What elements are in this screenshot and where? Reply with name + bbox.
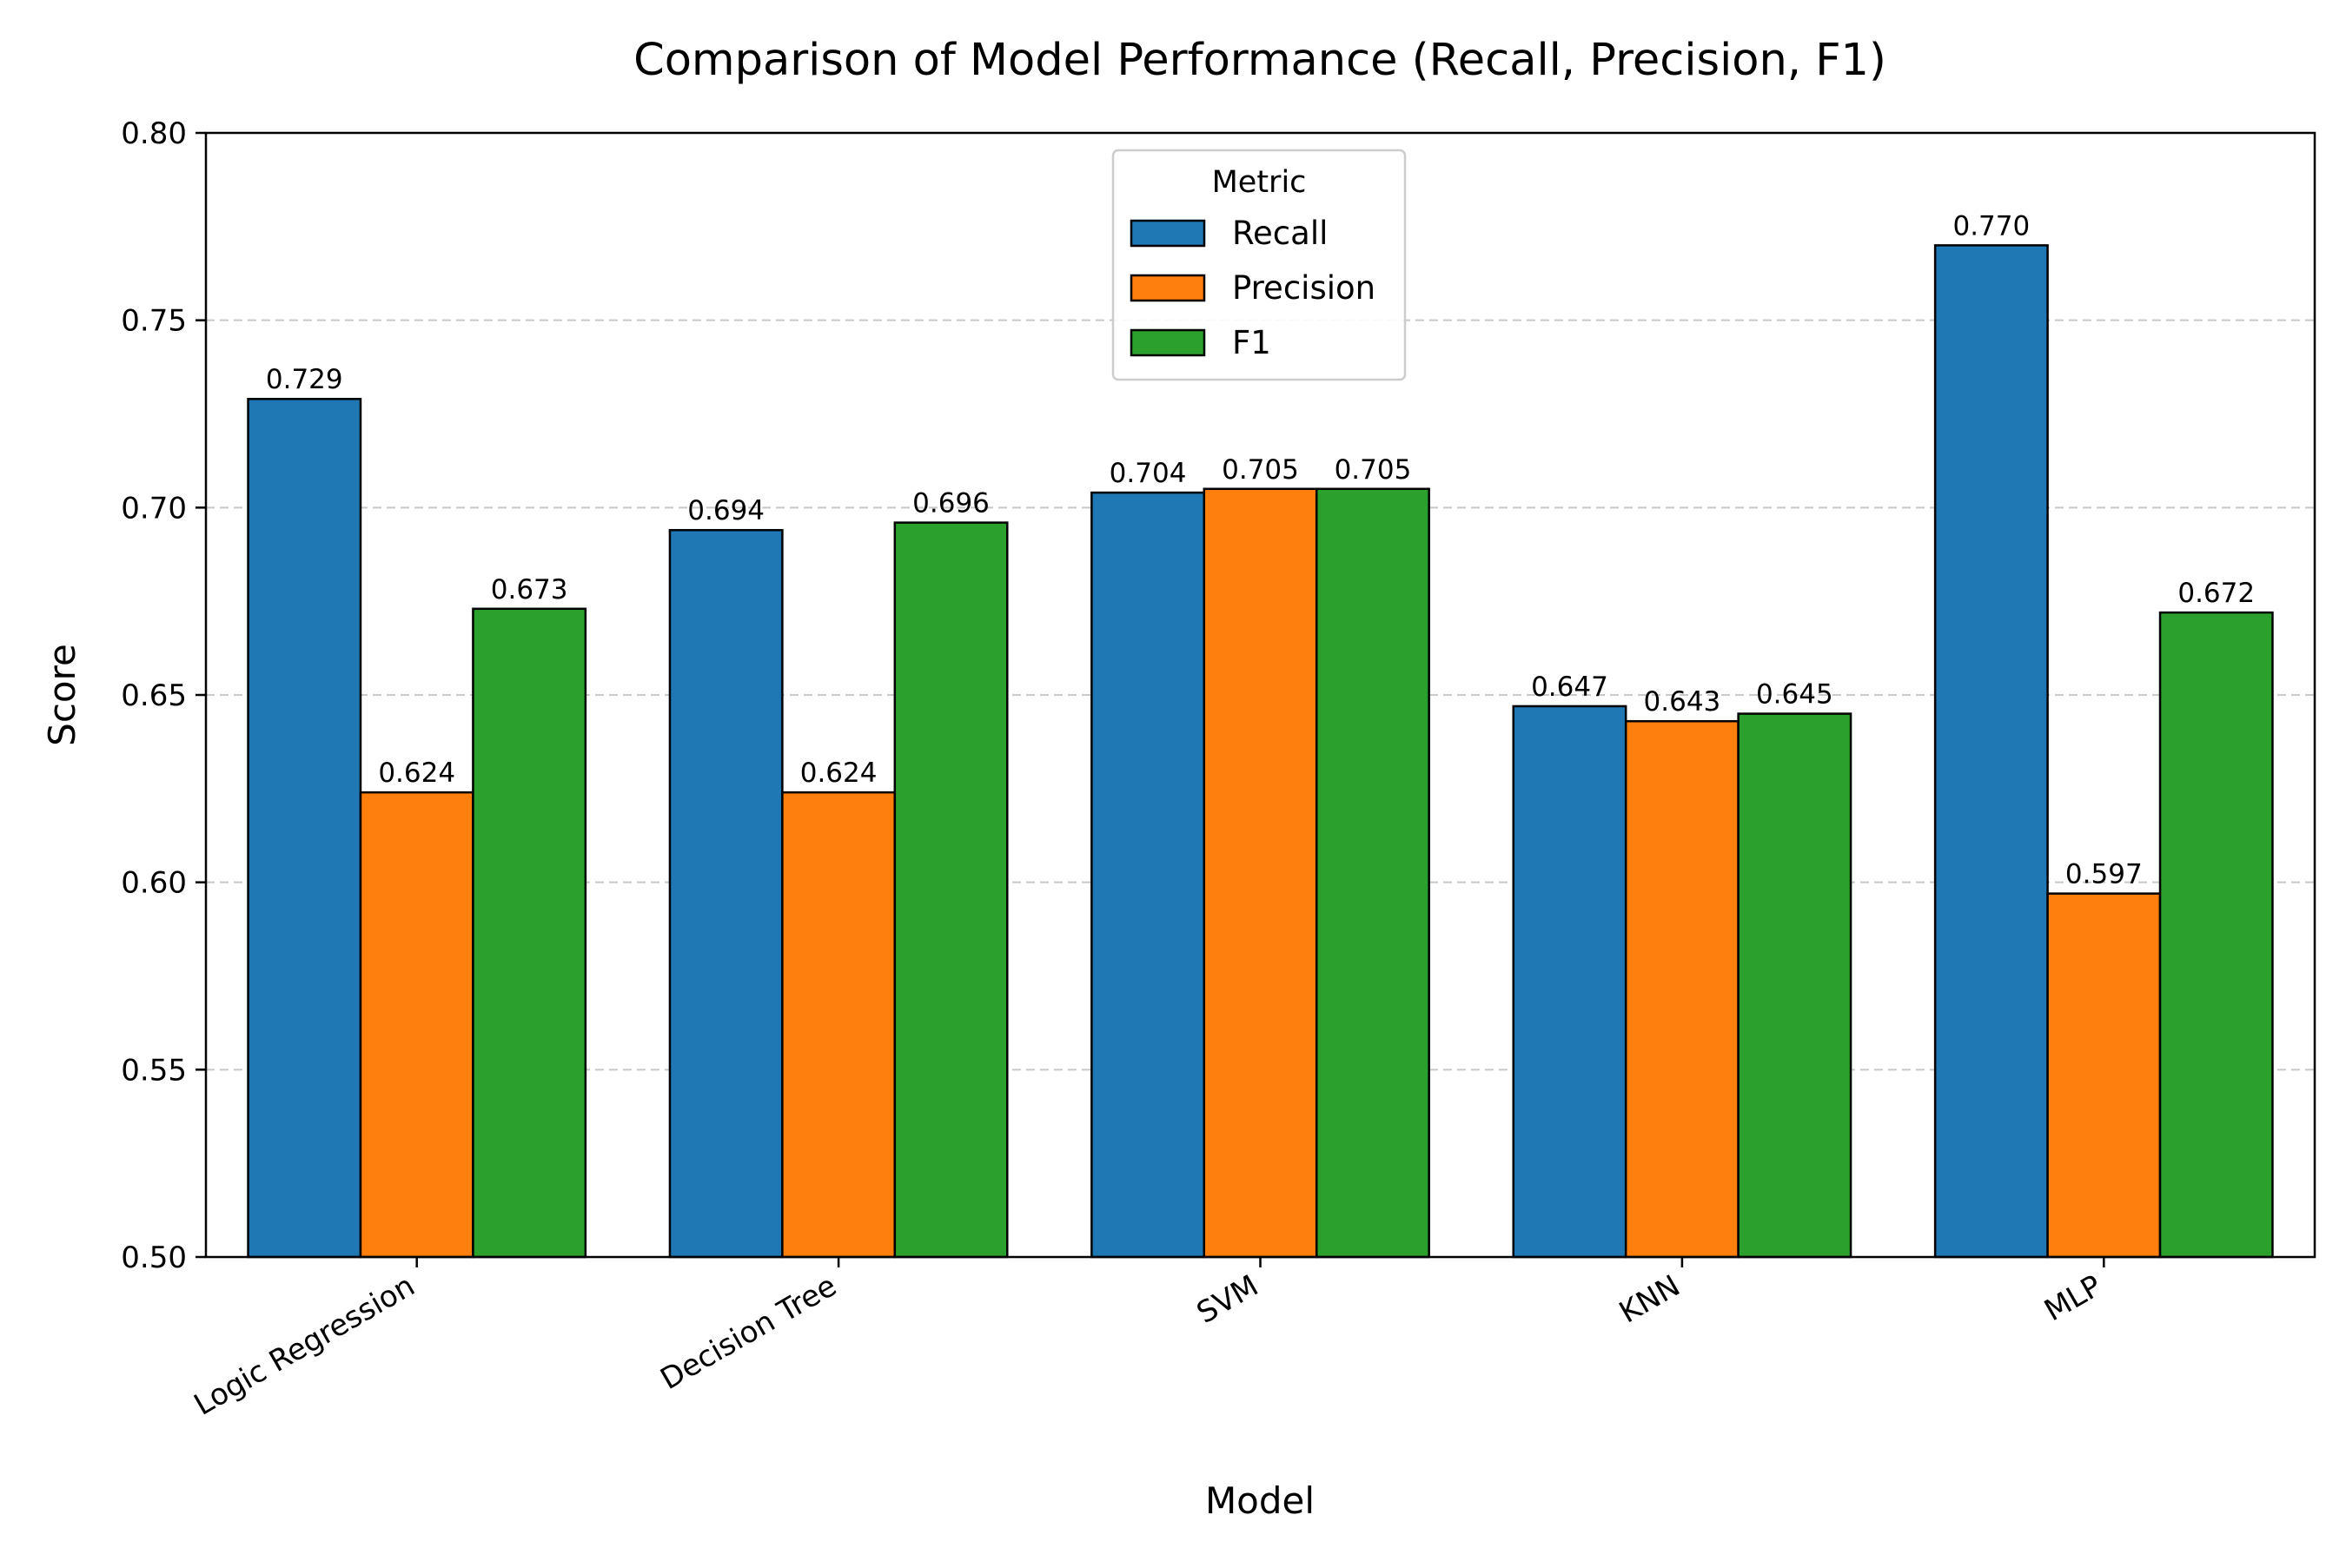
legend-swatch-f1 [1130,328,1206,357]
bar-value-label: 0.694 [687,495,765,526]
y-tick-label: 0.60 [121,866,187,901]
bar-recall [247,397,362,1259]
legend-swatch-recall [1130,219,1206,248]
legend-label-precision: Precision [1232,269,1375,307]
bar-f1 [2158,611,2274,1259]
bar-value-label: 0.624 [378,758,455,789]
bar-f1 [1737,712,1852,1259]
y-axis-label: Score [41,644,83,746]
bar-recall [1512,705,1627,1259]
legend-swatch-precision [1130,274,1206,302]
bar-recall [1090,491,1206,1259]
y-tick-label: 0.70 [121,491,187,526]
chart-title: Comparison of Model Performance (Recall,… [633,35,1886,86]
legend-entries: Recall Precision F1 [1130,215,1375,361]
legend-label-recall: Recall [1232,215,1328,252]
bar-f1 [893,521,1009,1259]
bar-precision [1203,487,1318,1259]
legend-box [1111,149,1407,381]
bar-value-label: 0.704 [1110,458,1187,489]
bar-value-label: 0.729 [266,364,343,395]
bar-precision [359,791,474,1259]
legend-label-f1: F1 [1232,324,1271,361]
bar-value-label: 0.705 [1222,454,1299,486]
legend-title: Metric [1212,165,1307,200]
bar-f1 [472,607,587,1259]
bars: 0.729 0.624 0.673 0.694 0.624 0.696 0.704 0.705… [247,210,2274,1259]
y-tick-label: 0.65 [121,678,187,713]
bar-value-label: 0.696 [912,488,990,519]
bar-value-label: 0.645 [1756,679,1833,711]
bar-value-label: 0.672 [2177,578,2255,609]
legend: Metric Recall Precision F1 [1111,149,1407,381]
bar-value-label: 0.624 [800,758,878,789]
bar-value-label: 0.705 [1335,454,1412,486]
bar-precision [1624,719,1740,1259]
bar-recall [1933,244,2049,1259]
bar-value-label: 0.673 [491,574,568,605]
bar-recall [668,528,784,1259]
bar-precision [2046,892,2162,1259]
bar-f1 [1315,487,1430,1259]
y-tick-label: 0.75 [121,304,187,339]
bar-value-label: 0.643 [1644,686,1721,718]
y-tick-label: 0.80 [121,116,187,151]
bar-value-label: 0.597 [2065,859,2143,890]
bar-value-label: 0.647 [1531,672,1608,703]
x-axis-label: Model [1205,1479,1315,1522]
y-tick-label: 0.50 [121,1241,187,1275]
y-tick-label: 0.55 [121,1053,187,1088]
bar-precision [781,791,897,1259]
y-axis-ticks: 0.50 0.55 0.60 0.65 0.70 0.75 0.80 [121,116,206,1275]
bar-value-label: 0.770 [1952,210,2030,241]
